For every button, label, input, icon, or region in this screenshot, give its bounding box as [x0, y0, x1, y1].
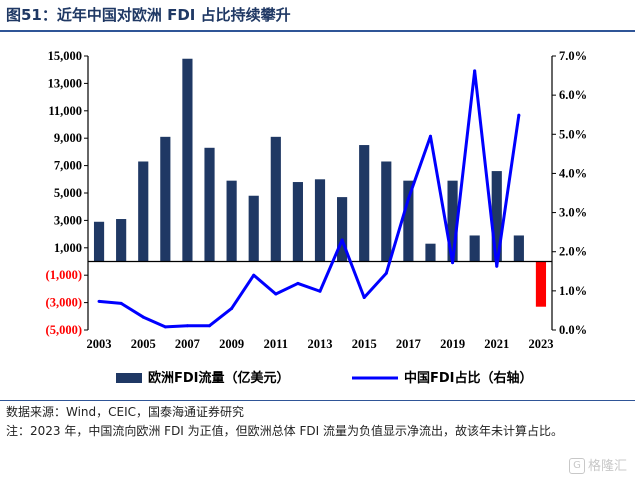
right-tick-label: 2.0% [559, 245, 587, 259]
bar-2018 [425, 243, 436, 262]
share-point-2022 [517, 113, 521, 117]
right-tick-label: 1.0% [559, 284, 587, 298]
x-tick-label: 2015 [352, 337, 377, 351]
bar-2008 [204, 147, 215, 262]
left-tick-label: 9,000 [54, 131, 82, 145]
bar-2007 [182, 58, 193, 262]
bar-2019 [447, 180, 458, 262]
right-tick-label: 3.0% [559, 206, 587, 220]
share-point-2016 [384, 271, 388, 275]
bar-2006 [160, 136, 171, 262]
right-tick-label: 5.0% [559, 127, 587, 141]
legend-label-line: 中国FDI占比（右轴） [404, 370, 533, 386]
bar-2015 [359, 145, 370, 262]
bar-2017 [403, 180, 414, 262]
left-tick-label: 7,000 [54, 159, 82, 173]
bar-2004 [116, 219, 127, 262]
share-point-2019 [451, 261, 455, 265]
bar-2023 [535, 261, 547, 307]
share-point-2013 [318, 289, 322, 293]
x-tick-label: 2011 [264, 337, 288, 351]
x-tick-label: 2017 [396, 337, 421, 351]
right-tick-label: 4.0% [559, 166, 587, 180]
watermark-text: 格隆汇 [587, 458, 627, 474]
share-point-2008 [208, 324, 212, 328]
x-tick-label: 2013 [308, 337, 333, 351]
share-point-2012 [296, 281, 300, 285]
right-tick-label: 0.0% [559, 323, 587, 337]
left-tick-label: (5,000) [46, 323, 82, 337]
bar-2009 [226, 180, 237, 262]
bar-2021 [491, 171, 502, 262]
share-point-2021 [495, 264, 499, 268]
share-point-2006 [163, 325, 167, 329]
x-tick-label: 2023 [528, 337, 553, 351]
bar-2010 [248, 195, 259, 262]
share-point-2015 [362, 296, 366, 300]
watermark: G 格隆汇 [568, 455, 627, 474]
x-tick-label: 2019 [440, 337, 465, 351]
bar-2016 [381, 161, 392, 262]
x-tick-label: 2009 [219, 337, 244, 351]
left-tick-label: (3,000) [46, 296, 82, 310]
bar-2022 [513, 235, 524, 262]
bar-2014 [337, 197, 348, 262]
left-tick-label: (1,000) [46, 268, 82, 282]
bar-2011 [270, 136, 281, 262]
legend-label-bar: 欧洲FDI流量（亿美元） [148, 370, 290, 386]
share-point-2004 [119, 301, 123, 305]
right-tick-label: 6.0% [559, 88, 587, 102]
x-tick-label: 2003 [87, 337, 112, 351]
share-point-2009 [230, 306, 234, 310]
share-point-2007 [185, 324, 189, 328]
share-point-2003 [97, 299, 101, 303]
left-tick-label: 3,000 [54, 213, 82, 227]
left-tick-label: 13,000 [48, 76, 82, 90]
share-point-2014 [340, 238, 344, 242]
share-point-2018 [428, 134, 432, 138]
footer-divider [0, 400, 635, 401]
x-tick-label: 2007 [175, 337, 200, 351]
x-tick-label: 2021 [484, 337, 509, 351]
title-divider [0, 30, 635, 32]
bar-2005 [138, 161, 149, 262]
bar-2012 [292, 182, 303, 262]
left-tick-label: 15,000 [48, 49, 82, 63]
bar-2013 [314, 179, 326, 262]
bar-2020 [469, 235, 480, 262]
glh-logo-icon: G [568, 458, 585, 474]
left-tick-label: 11,000 [48, 104, 82, 118]
footnote: 注：2023 年，中国流向欧洲 FDI 为正值，但欧洲总体 FDI 流量为负值显… [6, 424, 563, 438]
share-point-2017 [406, 197, 410, 201]
share-line [98, 69, 521, 329]
chart-title: 图51：近年中国对欧洲 FDI 占比持续攀升 [6, 6, 291, 24]
share-point-2020 [473, 69, 477, 73]
right-tick-label: 7.0% [559, 49, 587, 63]
share-point-2005 [141, 315, 145, 319]
legend-swatch-bar [116, 373, 142, 383]
chart: 15,000 13,000 11,000 9,000 7,000 5,000 3,000 1,… [46, 49, 588, 386]
share-point-2010 [252, 273, 256, 277]
share-point-2011 [274, 292, 278, 296]
bar-2003 [93, 221, 105, 262]
left-tick-label: 5,000 [54, 186, 82, 200]
left-tick-label: 1,000 [54, 241, 82, 255]
x-tick-label: 2005 [131, 337, 156, 351]
source-note: 数据来源：Wind，CEIC，国泰海通证券研究 [6, 405, 245, 419]
